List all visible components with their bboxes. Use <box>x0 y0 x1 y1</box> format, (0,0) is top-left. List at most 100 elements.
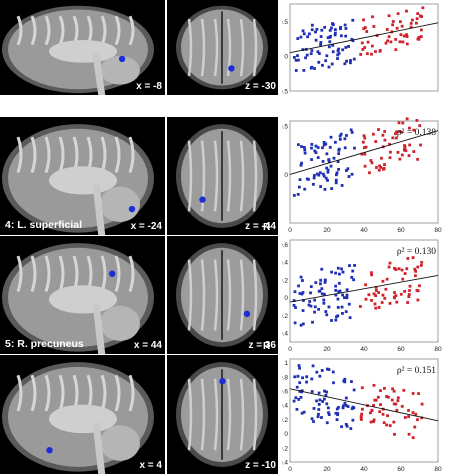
point-young <box>334 318 338 322</box>
point-young <box>322 397 326 401</box>
point-young <box>320 28 324 32</box>
point-young <box>352 388 356 392</box>
point-young <box>338 137 342 141</box>
point-young <box>337 406 340 409</box>
rho-squared-label: ρ² = 0.138 <box>397 128 436 138</box>
point-old <box>403 144 406 147</box>
point-young <box>334 178 338 182</box>
point-young <box>340 425 344 429</box>
point-old <box>405 9 408 13</box>
point-old <box>381 293 385 297</box>
point-old <box>364 145 368 149</box>
point-young <box>345 293 349 297</box>
sagittal-coordinate: x = 4 <box>139 460 162 471</box>
point-old <box>369 420 373 424</box>
point-young <box>300 292 304 296</box>
point-old <box>374 306 378 310</box>
y-tick-label: 0.5 <box>282 123 288 130</box>
point-old <box>395 130 398 134</box>
point-old <box>359 418 363 421</box>
point-old <box>411 411 415 415</box>
point-young <box>315 370 319 374</box>
point-young <box>310 142 314 146</box>
point-young <box>351 39 355 43</box>
point-young <box>299 396 303 399</box>
point-old <box>388 301 392 305</box>
activation-blob <box>128 205 136 213</box>
point-young <box>323 389 326 393</box>
point-young <box>293 56 296 59</box>
point-old <box>361 407 364 411</box>
point-young <box>319 282 322 286</box>
point-old <box>363 26 367 29</box>
y-tick-label: -0.4 <box>282 331 288 338</box>
point-young <box>325 390 328 394</box>
point-young <box>333 31 337 35</box>
point-old <box>372 292 376 296</box>
point-young <box>324 176 328 180</box>
point-old <box>382 421 386 425</box>
point-old <box>394 48 398 52</box>
point-old <box>416 37 420 41</box>
point-old <box>359 415 363 419</box>
point-young <box>343 377 347 381</box>
point-young <box>332 381 335 385</box>
point-young <box>333 140 337 144</box>
y-tick-label: 1 <box>284 360 288 367</box>
point-young <box>335 171 339 175</box>
point-young <box>296 143 300 147</box>
point-old <box>416 289 420 293</box>
point-old <box>370 52 373 56</box>
point-young <box>320 416 323 419</box>
point-young <box>302 32 306 36</box>
point-old <box>374 294 377 297</box>
point-old <box>394 402 398 406</box>
point-old <box>362 27 366 31</box>
point-old <box>386 39 390 43</box>
point-young <box>299 323 303 327</box>
point-young <box>314 38 318 42</box>
point-old <box>400 268 404 272</box>
point-young <box>314 281 318 285</box>
point-old <box>362 18 365 22</box>
y-tick-label: 0.6 <box>282 388 288 395</box>
point-young <box>352 278 356 282</box>
point-young <box>331 370 335 374</box>
point-young <box>324 394 328 397</box>
point-young <box>345 288 349 292</box>
point-young <box>293 375 297 379</box>
point-old <box>395 408 399 412</box>
point-young <box>294 306 297 309</box>
point-old <box>411 256 415 260</box>
point-young <box>310 377 314 381</box>
point-young <box>330 187 334 190</box>
x-tick-label: 40 <box>360 346 368 353</box>
y-tick-label: 0 <box>284 54 288 61</box>
point-old <box>419 28 423 32</box>
point-old <box>395 300 399 304</box>
point-young <box>317 412 320 416</box>
point-old <box>394 136 398 140</box>
point-young <box>323 25 327 29</box>
point-old <box>373 302 377 306</box>
point-young <box>300 389 304 393</box>
point-young <box>316 415 320 419</box>
y-tick-label: -0.2 <box>282 445 288 452</box>
point-young <box>299 163 303 167</box>
point-young <box>341 404 345 408</box>
y-tick-label: 0.6 <box>282 242 288 249</box>
point-young <box>312 420 315 423</box>
point-old <box>388 156 392 160</box>
point-old <box>401 40 405 44</box>
point-young <box>345 59 348 63</box>
point-old <box>383 296 387 300</box>
point-young <box>293 321 297 325</box>
point-old <box>374 285 378 289</box>
point-old <box>366 52 369 56</box>
point-old <box>374 289 378 292</box>
point-young <box>305 380 308 384</box>
point-young <box>322 292 326 296</box>
point-young <box>324 142 328 146</box>
point-old <box>403 272 407 275</box>
